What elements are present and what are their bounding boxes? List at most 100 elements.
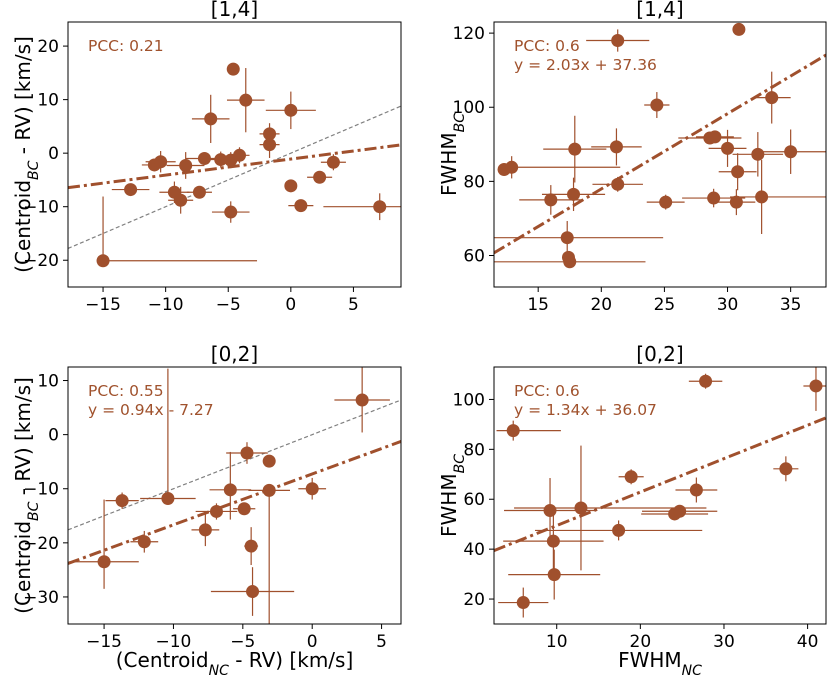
- data-point: [326, 155, 340, 169]
- data-point: [708, 130, 722, 144]
- data-point: [611, 177, 625, 191]
- data-point: [294, 199, 308, 213]
- data-point: [516, 596, 530, 610]
- x-tick-label: 5: [348, 295, 359, 315]
- data-point: [244, 539, 258, 553]
- data-point: [779, 462, 793, 476]
- data-point: [731, 165, 745, 179]
- plot-area: [494, 367, 826, 618]
- x-tick-label: 30: [717, 295, 739, 315]
- x-tick-label: 0: [307, 632, 318, 652]
- data-point: [355, 393, 369, 407]
- axes-frame: [67, 21, 402, 288]
- fit-line: [494, 416, 826, 552]
- y-tick-label: 80: [463, 172, 485, 192]
- data-point: [263, 127, 277, 141]
- fit-equation: y = 0.94x - 7.27: [88, 401, 214, 419]
- data-point: [262, 454, 276, 468]
- y-tick-label: 120: [453, 24, 485, 44]
- y-tick-label: 20: [37, 37, 59, 57]
- data-point: [547, 568, 561, 582]
- identity-line: [68, 105, 401, 250]
- data-point: [568, 142, 582, 156]
- data-point: [755, 190, 769, 204]
- y-axis-label: (CentroidBC - RV) [km/s]: [11, 36, 42, 273]
- chart-title: [1,4]: [211, 0, 258, 21]
- data-point: [223, 483, 237, 497]
- x-tick-label: 35: [780, 295, 802, 315]
- data-point: [673, 504, 687, 518]
- chart-title: [1,4]: [636, 0, 683, 21]
- data-point: [765, 91, 779, 105]
- x-tick-label: 15: [527, 295, 549, 315]
- y-tick-label: −20: [23, 534, 59, 554]
- data-point: [612, 523, 626, 537]
- data-point: [546, 534, 560, 548]
- data-point: [161, 491, 175, 505]
- identity-line: [68, 399, 401, 531]
- data-point: [751, 147, 765, 161]
- data-point: [192, 185, 206, 199]
- y-axis-label: (CentroidBC - RV) [km/s]: [11, 377, 42, 614]
- data-point: [624, 470, 638, 484]
- x-tick-label: 40: [797, 632, 819, 652]
- data-point: [563, 255, 577, 269]
- data-point: [239, 93, 253, 107]
- x-tick-label: 25: [654, 295, 676, 315]
- fit-line: [68, 143, 401, 190]
- data-point: [237, 502, 251, 516]
- data-point: [137, 535, 151, 549]
- data-point: [262, 483, 276, 497]
- pcc-annotation: PCC: 0.21: [88, 37, 164, 55]
- plot-area: [68, 62, 401, 268]
- y-tick-label: 0: [48, 426, 59, 446]
- data-point: [197, 152, 211, 166]
- data-point: [574, 501, 588, 515]
- axes-frame: [493, 21, 827, 288]
- plot-area: [68, 367, 401, 624]
- data-point: [115, 494, 129, 508]
- data-point: [226, 62, 240, 76]
- data-point: [179, 158, 193, 172]
- data-point: [154, 155, 168, 169]
- data-point: [567, 187, 581, 201]
- y-axis-label: FWHMBC: [437, 113, 468, 196]
- y-tick-label: 0: [48, 144, 59, 164]
- data-point: [284, 179, 298, 193]
- data-point: [809, 379, 823, 393]
- chart-panel-2: 15 20 25 30 35 60 80 100 120 [1,4] PCC: 0.6y = 2.0…: [437, 0, 827, 315]
- x-tick-label: 30: [713, 632, 735, 652]
- data-point: [689, 483, 703, 497]
- chart-panel-1: −15 −10 −5 0 5 −20 −10 0 10 20 [1,4] PCC: 0.21 (Cent…: [11, 0, 402, 315]
- x-tick-label: −15: [86, 632, 122, 652]
- chart-panel-3: −15 −10 −5 0 5 −30 −20 −10 0 10 [0,2] PCC: 0.55y = …: [11, 342, 402, 678]
- data-point: [209, 504, 223, 518]
- data-point: [659, 195, 673, 209]
- data-point: [214, 153, 228, 167]
- x-tick-label: 20: [590, 295, 612, 315]
- data-point: [313, 170, 327, 184]
- x-tick-label: −5: [230, 632, 255, 652]
- x-tick-label: −10: [156, 632, 192, 652]
- axes-frame: [67, 366, 402, 625]
- y-tick-label: 40: [463, 540, 485, 560]
- x-axis-label: FWHMNC: [618, 648, 702, 678]
- x-tick-label: 10: [546, 632, 568, 652]
- x-tick-label: −15: [85, 295, 121, 315]
- data-point: [560, 231, 574, 245]
- data-point: [544, 193, 558, 207]
- y-tick-label: −10: [23, 480, 59, 500]
- data-point: [699, 374, 713, 388]
- x-tick-label: −5: [216, 295, 241, 315]
- y-tick-label: −10: [23, 198, 59, 218]
- data-point: [240, 446, 254, 460]
- data-point: [721, 141, 735, 155]
- data-point: [204, 112, 218, 126]
- pcc-annotation: PCC: 0.55: [88, 382, 164, 400]
- pcc-annotation: PCC: 0.6: [514, 37, 580, 55]
- y-axis-label: FWHMBC: [437, 454, 468, 537]
- y-tick-label: 100: [453, 390, 485, 410]
- data-point: [732, 22, 746, 36]
- data-point: [543, 503, 557, 517]
- plot-area: [494, 22, 826, 269]
